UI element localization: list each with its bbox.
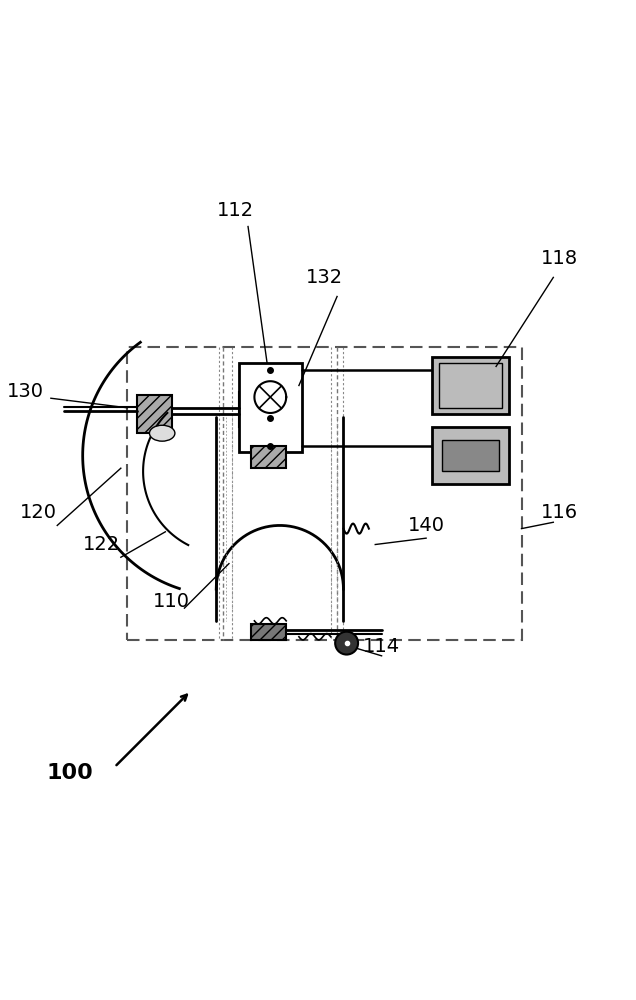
Bar: [251, 624, 286, 640]
Text: 122: 122: [83, 535, 120, 554]
Bar: [137, 395, 172, 433]
Circle shape: [335, 632, 358, 655]
Bar: [238, 392, 286, 427]
Bar: [442, 440, 499, 471]
Text: 116: 116: [541, 503, 578, 522]
Bar: [439, 363, 502, 408]
Text: 118: 118: [541, 249, 578, 268]
Bar: [432, 357, 509, 414]
Text: 114: 114: [363, 637, 400, 656]
Bar: [251, 446, 286, 468]
Text: 110: 110: [153, 592, 190, 611]
Bar: [238, 363, 302, 452]
Bar: [127, 347, 522, 640]
Ellipse shape: [149, 425, 175, 441]
Text: 140: 140: [408, 516, 445, 535]
Text: 120: 120: [20, 503, 57, 522]
Text: 100: 100: [46, 763, 93, 783]
Text: 132: 132: [306, 268, 343, 287]
Text: 112: 112: [217, 201, 254, 220]
Text: 130: 130: [7, 382, 44, 401]
Bar: [432, 427, 509, 484]
